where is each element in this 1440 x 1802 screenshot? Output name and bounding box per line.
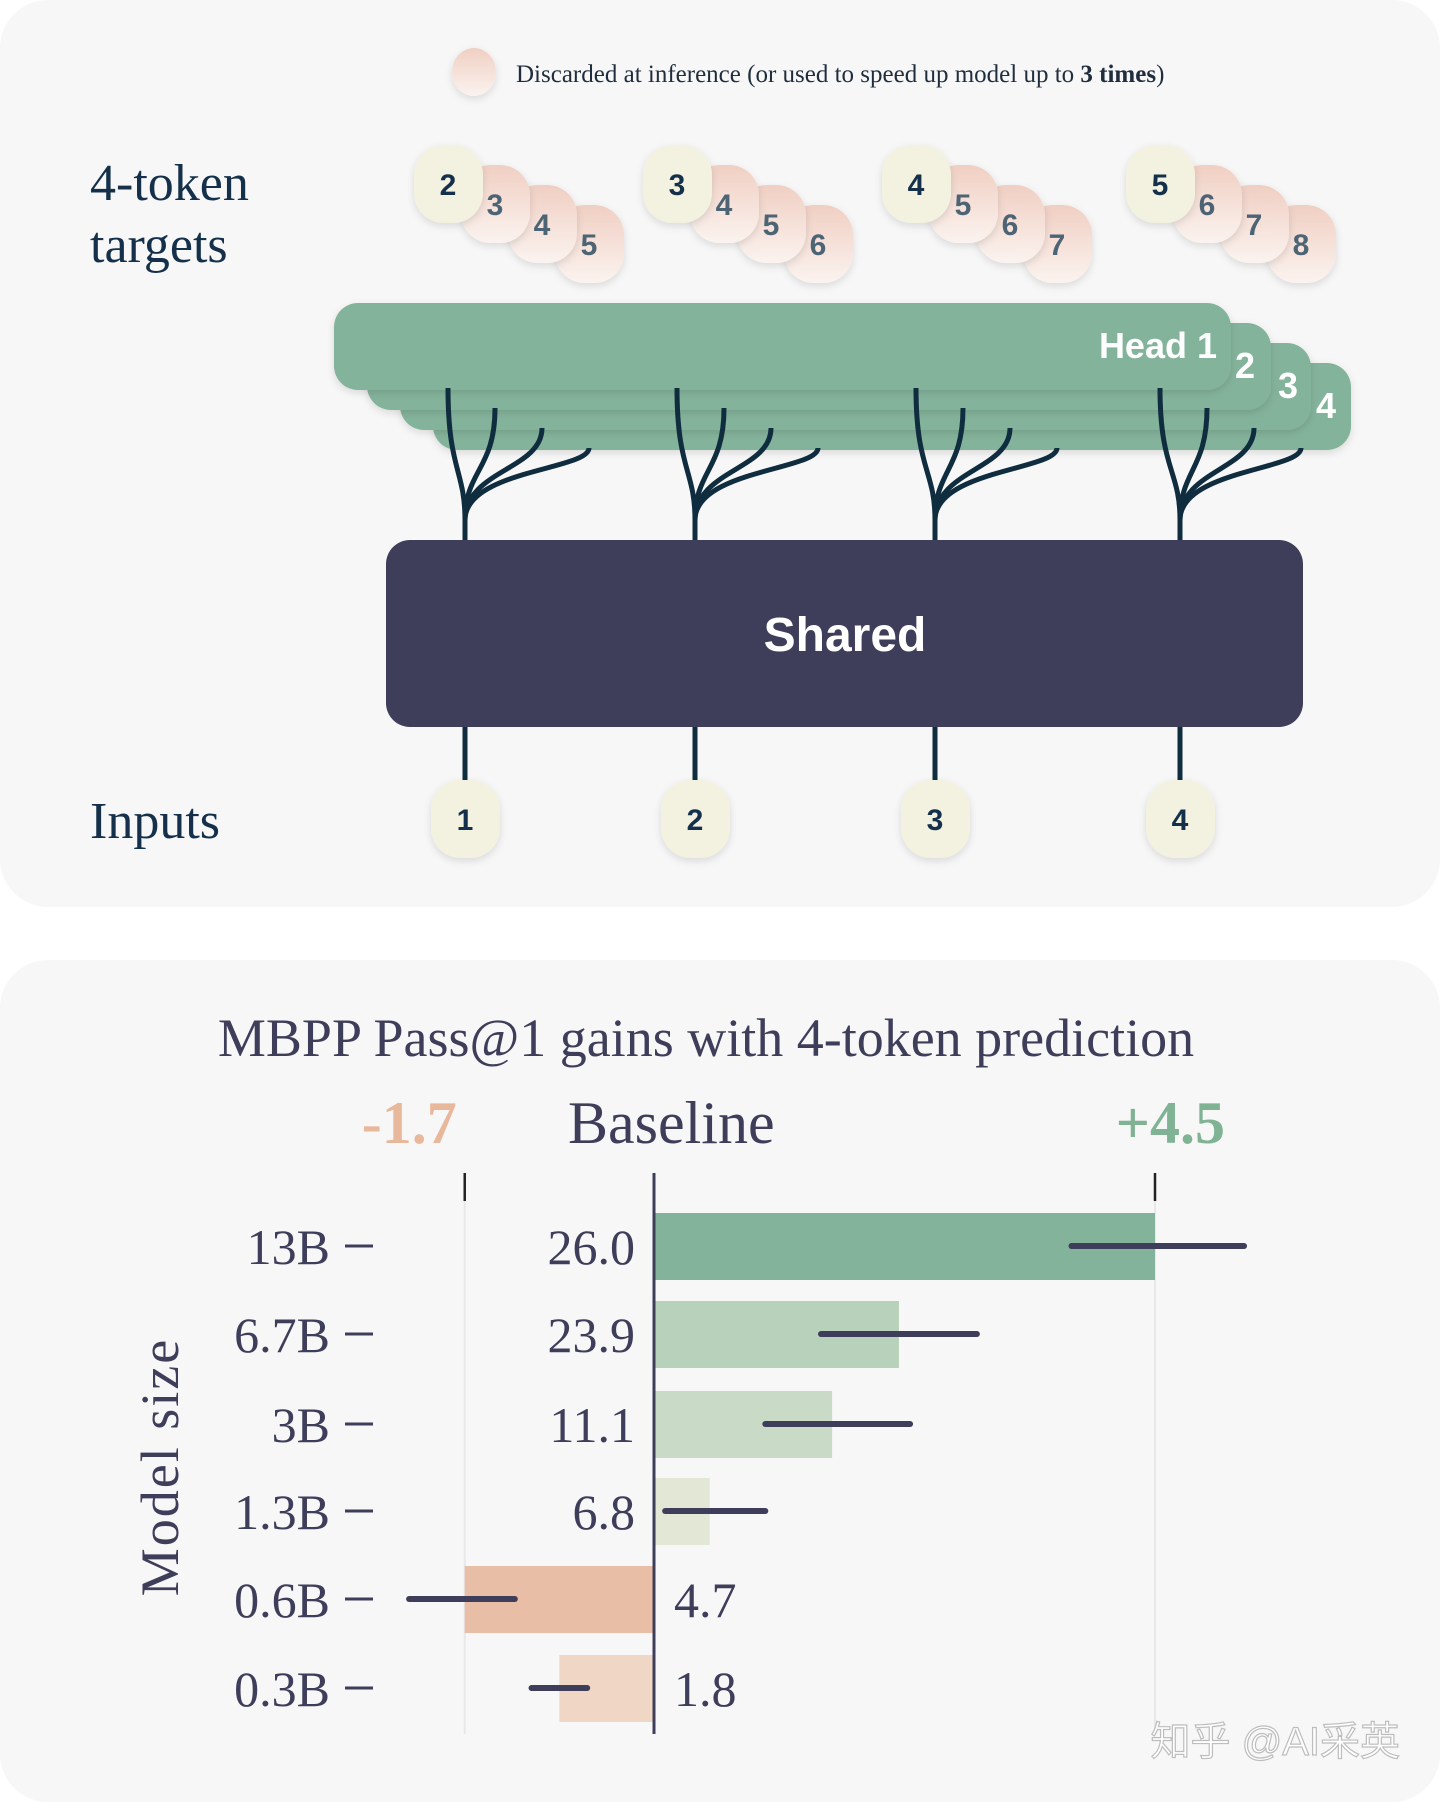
watermark: 知乎 @AI采英 (1150, 1720, 1400, 1764)
baseline-value-label: 23.9 (548, 1307, 636, 1363)
shared-trunk-block (386, 540, 1303, 727)
target-token-label: 6 (1002, 209, 1019, 242)
gains-chart: MBPP Pass@1 gains with 4-token predictio… (130, 1008, 1401, 1765)
input-token-label: 4 (1172, 804, 1189, 837)
target-token-bubble (414, 145, 483, 223)
input-token-bubble (661, 780, 730, 858)
xtick-label-negative: -1.7 (362, 1090, 457, 1156)
input-token-label: 3 (927, 804, 944, 837)
target-token-bubble (882, 145, 951, 223)
head-to-shared-connector (932, 447, 1060, 545)
chart-title: MBPP Pass@1 gains with 4-token predictio… (218, 1008, 1194, 1068)
baseline-value-label: 26.0 (548, 1219, 636, 1275)
target-token-label: 3 (487, 189, 504, 222)
target-token-label: 8 (1293, 229, 1310, 262)
target-token-label: 6 (1199, 189, 1216, 222)
architecture-diagram: Discarded at inference (or used to speed… (90, 48, 1351, 858)
target-token-label: 6 (810, 229, 827, 262)
target-token-label: 3 (669, 169, 686, 202)
head-to-shared-connector (1177, 447, 1304, 545)
target-token-bubble (643, 145, 712, 223)
target-token-label: 5 (581, 229, 598, 262)
head-2-label: 2 (1235, 345, 1255, 386)
ytick-label: 1.3B (234, 1484, 330, 1540)
ytick-label: 0.3B (234, 1661, 330, 1717)
target-token-bubble (1126, 145, 1195, 223)
head-4-label: 4 (1316, 385, 1336, 426)
ytick-label: 0.6B (234, 1572, 330, 1628)
target-token-label: 5 (1152, 169, 1169, 202)
target-token-label: 5 (955, 189, 972, 222)
head-to-shared-connector (462, 447, 592, 545)
target-token-label: 4 (534, 209, 551, 242)
baseline-value-label: 4.7 (674, 1572, 737, 1628)
input-token-bubble (1146, 780, 1215, 858)
architecture-diagram-panel: Discarded at inference (or used to speed… (90, 48, 1351, 858)
targets-label-line1: 4-token (90, 155, 249, 212)
legend-text-main: Discarded at inference (or used to speed… (516, 61, 1080, 88)
y-axis-label: Model size (130, 1338, 190, 1596)
target-token-label: 2 (440, 169, 457, 202)
head-1-label: Head 1 (1099, 325, 1217, 366)
input-token-label: 1 (457, 804, 474, 837)
chart-panel: MBPP Pass@1 gains with 4-token predictio… (0, 960, 1440, 1802)
head-3-label: 3 (1278, 365, 1298, 406)
target-token-label: 5 (763, 209, 780, 242)
ytick-label: 6.7B (234, 1307, 330, 1363)
head-1-block (334, 303, 1231, 390)
head-to-shared-connector (692, 447, 821, 545)
target-token-label: 4 (908, 169, 925, 202)
inputs-label: Inputs (90, 793, 220, 850)
ytick-label: 13B (247, 1219, 330, 1275)
legend-text: Discarded at inference (or used to speed… (516, 61, 1164, 88)
shared-label: Shared (764, 609, 927, 662)
target-token-label: 7 (1049, 229, 1066, 262)
baseline-value-label: 1.8 (674, 1661, 737, 1717)
target-token-label: 4 (716, 189, 733, 222)
baseline-value-label: 11.1 (549, 1397, 635, 1453)
discarded-legend-swatch (452, 48, 496, 96)
legend-text-bold: 3 times (1080, 61, 1156, 88)
ytick-label: 3B (272, 1397, 330, 1453)
input-token-bubble (901, 780, 970, 858)
legend-text-close: ) (1156, 61, 1164, 88)
xtick-label-positive: +4.5 (1116, 1090, 1225, 1156)
input-token-bubble (431, 780, 500, 858)
targets-label-line2: targets (90, 217, 228, 274)
baseline-value-label: 6.8 (573, 1484, 636, 1540)
xtick-label-baseline: Baseline (568, 1090, 775, 1156)
target-token-label: 7 (1246, 209, 1263, 242)
input-token-label: 2 (687, 804, 704, 837)
